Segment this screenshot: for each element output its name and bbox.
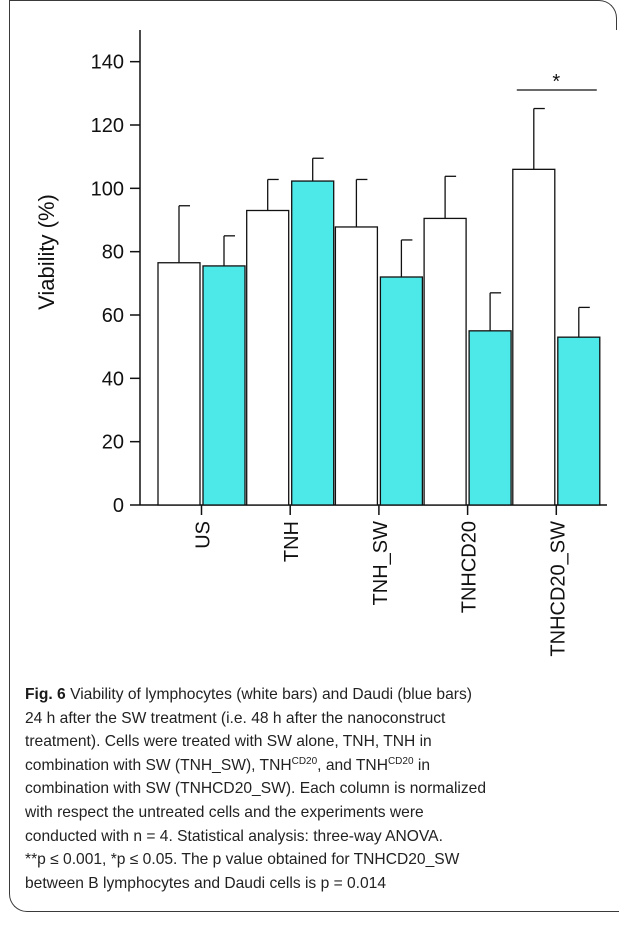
y-tick-label: 0 xyxy=(113,495,124,517)
bar xyxy=(379,276,424,506)
y-ticks: 0 20 40 60 80 100 120 140 xyxy=(91,52,140,517)
x-tick-label: TNH xyxy=(281,521,303,562)
bar xyxy=(557,336,601,506)
x-tick-label: TNH_SW xyxy=(370,521,392,606)
x-tick-label: TNHCD20 xyxy=(459,521,481,613)
caption-line: treatment). Cells were treated with SW a… xyxy=(25,733,432,751)
bar xyxy=(202,265,246,506)
bar xyxy=(468,330,512,506)
x-tick-label: US xyxy=(193,521,215,549)
bar xyxy=(512,168,556,506)
caption-line: with respect the untreated cells and the… xyxy=(25,803,424,821)
y-tick-label: 140 xyxy=(91,52,124,74)
y-tick-label: 20 xyxy=(102,432,124,454)
caption-line: 24 h after the SW treatment (i.e. 48 h a… xyxy=(25,709,446,727)
bar xyxy=(334,226,379,506)
y-tick-label: 120 xyxy=(91,115,124,137)
y-axis-label: Viability (%) xyxy=(34,194,59,310)
bar xyxy=(291,180,335,506)
caption-line: combination with SW (TNH_SW), TNHCD20, a… xyxy=(25,755,431,774)
bar-chart: 0 20 40 60 80 100 120 140 US TNH TNH_SW TNHCD20 TNH… xyxy=(34,30,607,657)
figure-frame xyxy=(9,0,619,912)
y-tick-label: 40 xyxy=(102,368,124,390)
caption-text: Viability of lymphocytes (white bars) an… xyxy=(25,686,486,892)
caption-line: between B lymphocytes and Daudi cells is… xyxy=(25,874,387,892)
caption-line: Viability of lymphocytes (white bars) an… xyxy=(70,686,472,703)
caption-line: **p ≤ 0.001, *p ≤ 0.05. The p value obta… xyxy=(25,851,460,869)
x-tick-label: TNHCD20_SW xyxy=(547,521,569,657)
bars xyxy=(157,168,601,506)
caption-line: conducted with n = 4. Statistical analys… xyxy=(25,827,443,845)
y-tick-label: 60 xyxy=(102,305,124,327)
error-bars xyxy=(178,107,590,338)
figure-label: Fig. 6 xyxy=(25,686,66,703)
bar xyxy=(423,217,467,506)
significance-marker: * xyxy=(516,71,597,93)
y-tick-label: 100 xyxy=(91,178,124,200)
significance-label: * xyxy=(552,71,560,93)
caption-line: combination with SW (TNHCD20_SW). Each c… xyxy=(25,780,487,798)
x-tick-labels: US TNH TNH_SW TNHCD20 TNHCD20_SW xyxy=(193,505,569,657)
y-tick-label: 80 xyxy=(102,242,124,264)
bar xyxy=(157,262,201,506)
figure-caption: Fig. 6 Viability of lymphocytes (white b… xyxy=(25,683,615,895)
bar xyxy=(246,209,290,506)
